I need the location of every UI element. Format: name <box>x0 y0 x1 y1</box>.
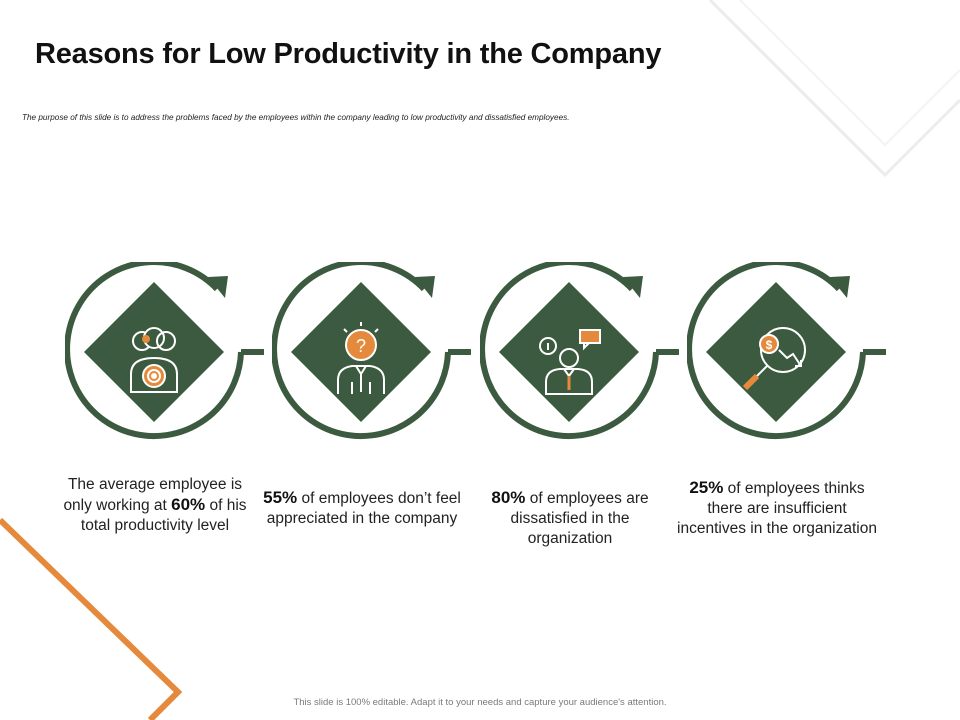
reason-card-4: $ <box>687 262 887 442</box>
reason-caption-1: The average employee is only working at … <box>55 475 255 536</box>
circular-arrow-frame <box>480 262 679 440</box>
diamond-background <box>499 282 639 422</box>
circular-arrow-frame: ? <box>272 262 471 440</box>
team-target-icon <box>130 327 178 393</box>
diamond-background <box>84 282 224 422</box>
circular-arrow-frame <box>65 262 264 440</box>
reason-card-1 <box>65 262 265 442</box>
caption-highlight-percent: 25% <box>689 478 724 497</box>
diamond-background <box>706 282 846 422</box>
caption-text-before: The average employee is only working at <box>63 476 243 514</box>
circular-arrow-frame: $ <box>687 262 886 440</box>
caption-highlight-percent: 80% <box>491 488 526 507</box>
reason-caption-2: 55% of employees don’t feel appreciated … <box>262 488 462 529</box>
slide-title: Reasons for Low Productivity in the Comp… <box>35 38 662 70</box>
magnifier-dollar-decline-icon: $ <box>742 327 806 391</box>
businessman-chat-icon <box>539 329 601 395</box>
caption-highlight-percent: 60% <box>171 495 206 514</box>
reason-caption-3: 80% of employees are dissatisfied in the… <box>470 488 670 549</box>
reason-card-3 <box>480 262 680 442</box>
bottom-left-orange-chevron <box>0 517 183 720</box>
reason-caption-4: 25% of employees thinks there are insuff… <box>677 478 877 539</box>
top-right-chevron-decoration-inner <box>739 0 960 147</box>
svg-text:$: $ <box>766 338 773 352</box>
caption-highlight-percent: 55% <box>263 488 298 507</box>
reason-card-2: ? <box>272 262 472 442</box>
businessman-question-icon: ? <box>337 322 385 394</box>
caption-text-after: of employees don’t feel appreciated in t… <box>266 490 461 527</box>
slide-footer: This slide is 100% editable. Adapt it to… <box>293 697 667 708</box>
caption-text-after: of his total productivity level <box>80 497 247 534</box>
caption-text-after: of employees are dissatisfied in the org… <box>510 490 649 547</box>
top-right-chevron-decoration <box>708 0 960 178</box>
caption-text-after: of employees thinks there are insufficie… <box>677 480 877 537</box>
slide-subtitle: The purpose of this slide is to address … <box>22 113 570 122</box>
svg-text:?: ? <box>356 336 366 356</box>
